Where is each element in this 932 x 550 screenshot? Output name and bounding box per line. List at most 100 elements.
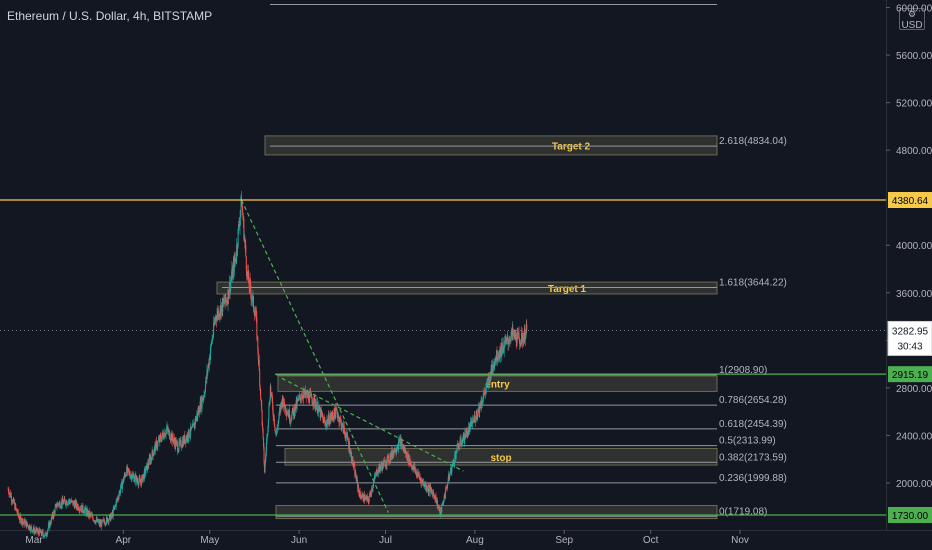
candle-body <box>169 439 171 441</box>
candle-body <box>380 466 382 471</box>
candle-body <box>318 405 320 412</box>
candle-body <box>42 531 44 535</box>
candle-body <box>458 446 460 450</box>
candle-body <box>215 316 217 319</box>
candle-body <box>147 462 149 466</box>
candle-body <box>376 474 378 476</box>
candle-body <box>260 399 262 401</box>
candle-body <box>490 375 492 381</box>
chart-title: Ethereum / U.S. Dollar, 4h, BITSTAMP <box>7 9 213 23</box>
candle-body <box>395 451 397 453</box>
candle-body <box>166 428 168 431</box>
candle-body <box>273 414 275 424</box>
candle-body <box>466 430 468 432</box>
candle-body <box>45 532 47 536</box>
price-tag <box>888 507 932 523</box>
candle-body <box>37 530 39 533</box>
candle-body <box>167 426 169 430</box>
candle-body <box>264 462 266 473</box>
candle-body <box>230 280 232 283</box>
candle-body <box>145 465 147 471</box>
candle-body <box>280 402 282 411</box>
candle-body <box>488 377 490 379</box>
candle-body <box>421 479 423 485</box>
candle-body <box>85 510 87 515</box>
candle-body <box>21 518 23 525</box>
candle-body <box>32 530 34 532</box>
candle-body <box>172 439 174 443</box>
candle-body <box>17 510 19 515</box>
candle-body <box>301 398 303 400</box>
candle-body <box>463 433 465 443</box>
candle-body <box>10 495 12 502</box>
candle-body <box>226 300 228 303</box>
candle-body <box>141 478 143 486</box>
candle-body <box>255 310 257 318</box>
candle-body <box>33 527 35 534</box>
candle-body <box>204 384 206 392</box>
candle-body <box>51 517 53 519</box>
candle-body <box>167 430 169 432</box>
candle-body <box>485 383 487 389</box>
candle-body <box>218 310 220 318</box>
candle-body <box>439 507 441 515</box>
candle-body <box>339 418 341 422</box>
candle-body <box>76 502 78 507</box>
candle-body <box>207 368 209 373</box>
candle-body <box>521 332 523 335</box>
candle-body <box>92 515 94 518</box>
candle-body <box>309 393 311 404</box>
candle-body <box>127 467 129 469</box>
candle-body <box>203 393 205 395</box>
candle-body <box>43 534 45 538</box>
candle-body <box>506 338 508 340</box>
candle-body <box>252 296 254 301</box>
candle-body <box>244 242 246 246</box>
candle-body <box>349 451 351 455</box>
candle-body <box>9 492 11 498</box>
candle-body <box>74 502 76 508</box>
candle-body <box>97 519 99 523</box>
candle-body <box>119 489 121 494</box>
candle-body <box>383 461 385 467</box>
candle-body <box>176 441 178 443</box>
candle-body <box>45 535 47 536</box>
candle-body <box>82 504 84 512</box>
candle-body <box>393 450 395 456</box>
candle-body <box>260 389 262 400</box>
candle-body <box>367 496 369 499</box>
candle-body <box>482 401 484 403</box>
candle-body <box>276 430 278 436</box>
candle-body <box>272 401 274 411</box>
candle-body <box>333 408 335 420</box>
candle-body <box>439 512 441 515</box>
candle-body <box>254 313 256 315</box>
candle-body <box>237 245 239 249</box>
candle-body <box>249 279 251 288</box>
currency-badge[interactable]: ⚙ USD <box>899 8 925 31</box>
candle-body <box>157 441 159 446</box>
candle-body <box>125 474 127 477</box>
trend-line <box>281 377 464 472</box>
candle-body <box>46 534 48 536</box>
candle-body <box>266 434 268 436</box>
candle-body <box>139 477 141 480</box>
candle-body <box>501 345 503 355</box>
candle-body <box>132 475 134 477</box>
candle-body <box>94 520 96 523</box>
candle-body <box>345 436 347 440</box>
candle-body <box>242 212 244 220</box>
candle-body <box>177 443 179 452</box>
candle-body <box>398 441 400 450</box>
candle-body <box>265 442 267 452</box>
candle-body <box>388 460 390 462</box>
candle-body <box>270 386 272 394</box>
candle-body <box>130 474 132 480</box>
candle-body <box>272 410 274 417</box>
candle-body <box>192 424 194 426</box>
candle-body <box>156 441 158 448</box>
candle-body <box>178 441 180 450</box>
candle-body <box>325 422 327 425</box>
candle-body <box>152 450 154 454</box>
